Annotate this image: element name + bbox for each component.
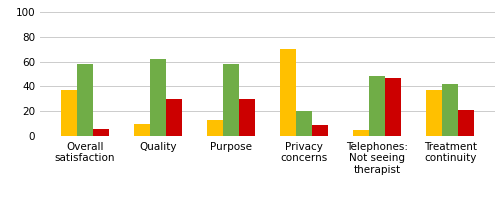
- Bar: [207, 120, 223, 136]
- Bar: [166, 99, 182, 136]
- Bar: [312, 125, 328, 136]
- Bar: [296, 111, 312, 136]
- Bar: [60, 90, 77, 136]
- Bar: [353, 130, 369, 136]
- Bar: [239, 99, 255, 136]
- Bar: [280, 49, 296, 136]
- Bar: [369, 76, 385, 136]
- Bar: [150, 59, 166, 136]
- Bar: [458, 110, 474, 136]
- Bar: [223, 64, 239, 136]
- Bar: [77, 64, 93, 136]
- Bar: [442, 84, 458, 136]
- Bar: [385, 78, 401, 136]
- Bar: [426, 90, 442, 136]
- Bar: [134, 124, 150, 136]
- Bar: [93, 129, 109, 136]
